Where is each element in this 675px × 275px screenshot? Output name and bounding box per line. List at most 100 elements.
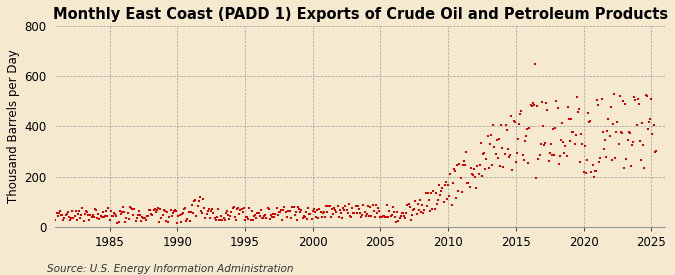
Point (542, 107, 553, 112)
Point (219, 218, 230, 222)
Point (182, 217, 193, 221)
Point (315, 210, 326, 215)
Point (208, 211, 219, 215)
Point (599, 146, 610, 151)
Point (379, 215, 390, 219)
Point (539, 143, 549, 147)
Point (591, 169, 601, 173)
Point (120, 220, 131, 224)
Point (603, 117, 614, 121)
Point (232, 207, 242, 211)
Point (216, 213, 227, 218)
Point (294, 207, 304, 211)
Point (628, 140, 639, 144)
Point (90, 207, 101, 211)
Point (643, 126, 653, 131)
Point (337, 215, 348, 220)
Point (331, 210, 342, 214)
Point (302, 217, 313, 221)
Point (569, 142, 580, 146)
Point (545, 141, 556, 146)
Point (227, 205, 238, 210)
Point (189, 199, 200, 203)
Point (483, 165, 494, 170)
Point (255, 208, 266, 213)
Point (614, 94, 625, 98)
Point (87, 213, 98, 218)
Point (317, 214, 327, 219)
Point (67, 209, 78, 214)
Point (272, 213, 283, 218)
Point (594, 160, 605, 164)
Point (633, 102, 644, 106)
Point (191, 214, 202, 218)
Point (571, 95, 582, 100)
Point (281, 214, 292, 219)
Point (140, 218, 151, 222)
Point (292, 218, 302, 222)
Point (510, 120, 520, 125)
Point (194, 195, 205, 199)
Point (498, 164, 509, 169)
Point (609, 92, 620, 97)
Point (76, 213, 87, 217)
Point (93, 211, 104, 216)
Point (502, 147, 513, 152)
Point (375, 214, 386, 219)
Point (252, 211, 263, 216)
Point (599, 138, 610, 143)
Point (620, 101, 630, 106)
Point (358, 202, 369, 207)
Point (83, 213, 94, 218)
Point (65, 218, 76, 222)
Point (215, 218, 225, 222)
Point (188, 211, 198, 216)
Point (377, 214, 388, 218)
Point (124, 217, 134, 221)
Point (557, 121, 568, 125)
Point (88, 215, 99, 219)
Point (584, 120, 595, 124)
Point (489, 145, 500, 149)
Point (236, 206, 247, 211)
Point (543, 159, 554, 163)
Point (310, 210, 321, 214)
Point (631, 123, 642, 127)
Point (273, 209, 284, 214)
Point (50, 218, 61, 222)
Point (285, 209, 296, 214)
Point (634, 139, 645, 143)
Point (416, 210, 427, 214)
Point (365, 205, 376, 210)
Point (85, 213, 96, 217)
Point (142, 213, 153, 218)
Point (296, 208, 307, 212)
Point (436, 188, 447, 193)
Point (384, 209, 395, 213)
Point (373, 206, 383, 210)
Point (233, 205, 244, 210)
Point (561, 154, 572, 158)
Point (636, 158, 647, 163)
Point (562, 104, 573, 109)
Point (218, 216, 229, 221)
Point (344, 202, 354, 207)
Point (74, 209, 84, 213)
Point (391, 219, 402, 224)
Point (428, 189, 439, 193)
Point (460, 163, 470, 167)
Point (282, 209, 293, 213)
Point (441, 180, 452, 185)
Point (582, 158, 593, 162)
Point (290, 212, 300, 217)
Point (342, 211, 353, 216)
Point (606, 158, 617, 163)
Point (423, 198, 434, 203)
Point (308, 207, 319, 211)
Point (466, 171, 477, 176)
Point (138, 216, 148, 220)
Point (193, 199, 204, 203)
Point (161, 218, 171, 223)
Point (564, 138, 575, 143)
Point (130, 219, 141, 223)
